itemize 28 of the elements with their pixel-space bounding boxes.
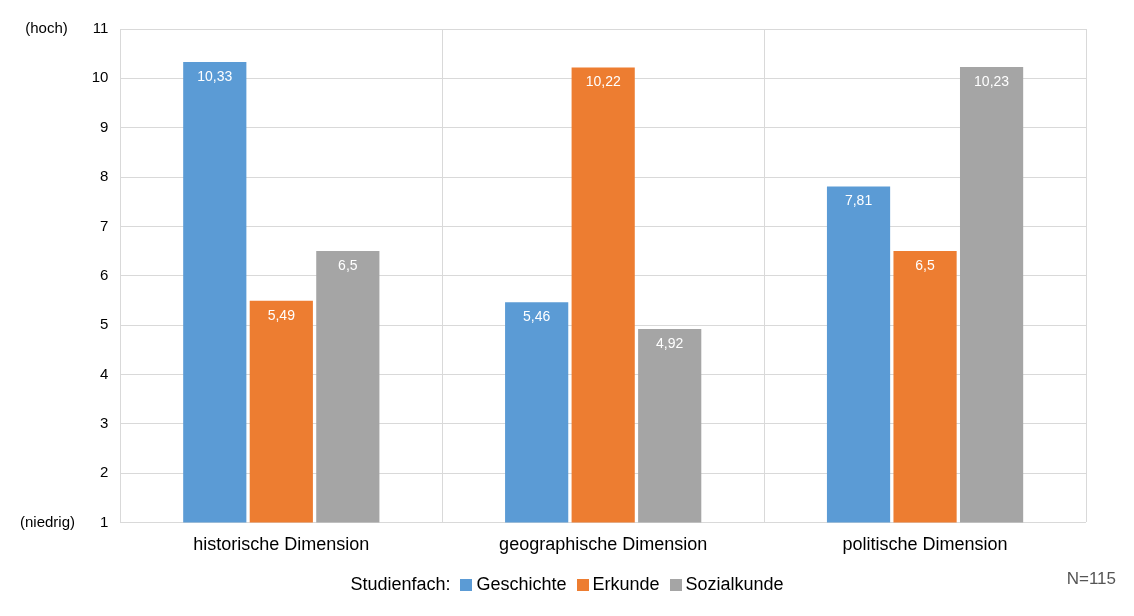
y-tick-label: 7 — [100, 216, 109, 234]
data-label: 4,92 — [656, 334, 684, 351]
data-label: 6,5 — [338, 256, 358, 273]
y-tick-label: 8 — [100, 167, 109, 185]
legend-title: Studienfach: — [350, 574, 451, 595]
data-label: 10,33 — [197, 67, 233, 84]
data-label: 7,81 — [844, 192, 873, 209]
data-label: 5,46 — [523, 308, 551, 325]
data-label: 10,23 — [974, 72, 1010, 89]
data-label: 5,49 — [267, 306, 296, 323]
text: N=115 — [1066, 569, 1116, 589]
x-tick-label: geographische Dimension — [499, 534, 708, 555]
y-tick-label: 4 — [100, 364, 109, 382]
y-tick-label: 5 — [100, 315, 109, 333]
legend-label: Sozialkunde — [685, 574, 784, 595]
x-tick-label: politische Dimension — [842, 534, 1008, 555]
y-tick-label: (niedrig) 1 — [19, 512, 109, 530]
y-tick-label: (hoch) 11 — [25, 19, 109, 37]
legend-label: Geschichte — [476, 574, 567, 595]
legend-label: Erkunde — [592, 574, 660, 595]
y-tick-label: 2 — [100, 463, 109, 481]
y-tick-label: 3 — [100, 413, 109, 431]
y-tick-label: 9 — [100, 117, 109, 135]
data-label: 10,22 — [585, 73, 621, 90]
y-tick-label: 10 — [91, 68, 109, 86]
data-label: 6,5 — [915, 256, 935, 273]
x-tick-label: historische Dimension — [193, 534, 370, 555]
y-tick-label: 6 — [100, 265, 109, 283]
